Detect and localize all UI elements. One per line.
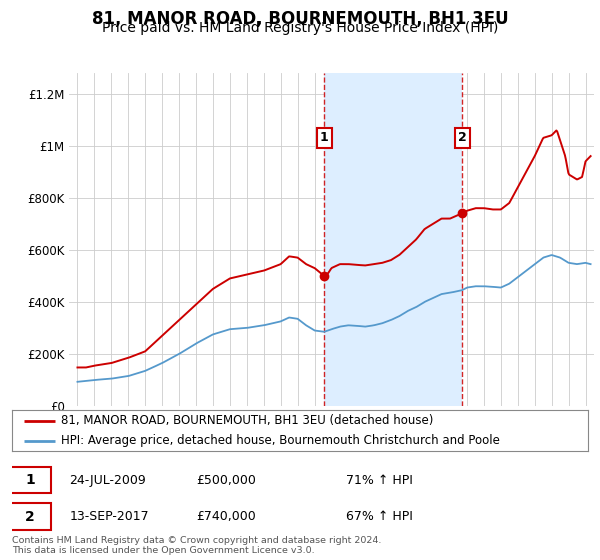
Text: 1: 1 [320,132,328,144]
Text: 24-JUL-2009: 24-JUL-2009 [70,474,146,487]
Text: 67% ↑ HPI: 67% ↑ HPI [346,510,413,523]
FancyBboxPatch shape [9,467,50,493]
FancyBboxPatch shape [9,503,50,530]
Text: £500,000: £500,000 [196,474,256,487]
Text: 2: 2 [458,132,466,144]
Text: 2: 2 [25,510,35,524]
Text: 81, MANOR ROAD, BOURNEMOUTH, BH1 3EU: 81, MANOR ROAD, BOURNEMOUTH, BH1 3EU [92,10,508,28]
Text: Contains HM Land Registry data © Crown copyright and database right 2024.
This d: Contains HM Land Registry data © Crown c… [12,536,382,556]
Text: £740,000: £740,000 [196,510,256,523]
Bar [324,73,462,406]
Text: 71% ↑ HPI: 71% ↑ HPI [346,474,413,487]
Text: 1: 1 [25,473,35,487]
Text: 13-SEP-2017: 13-SEP-2017 [70,510,149,523]
Text: HPI: Average price, detached house, Bournemouth Christchurch and Poole: HPI: Average price, detached house, Bour… [61,434,500,447]
Text: 81, MANOR ROAD, BOURNEMOUTH, BH1 3EU (detached house): 81, MANOR ROAD, BOURNEMOUTH, BH1 3EU (de… [61,414,433,427]
Text: Price paid vs. HM Land Registry's House Price Index (HPI): Price paid vs. HM Land Registry's House … [102,21,498,35]
